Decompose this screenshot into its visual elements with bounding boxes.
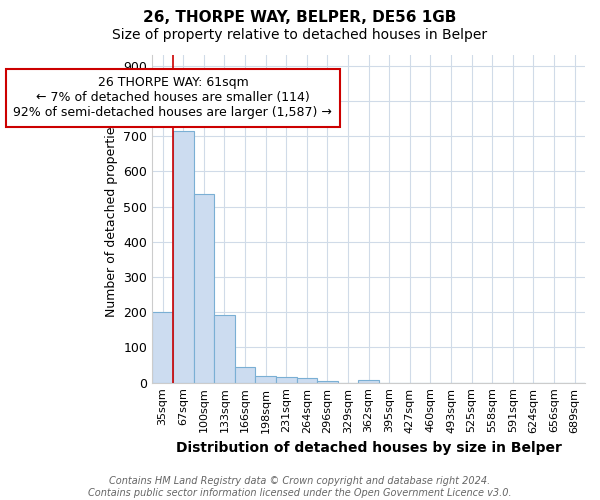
Bar xyxy=(317,381,338,382)
Bar xyxy=(256,376,276,382)
Text: Size of property relative to detached houses in Belper: Size of property relative to detached ho… xyxy=(112,28,488,42)
Bar xyxy=(214,315,235,382)
Bar xyxy=(358,380,379,382)
Bar xyxy=(276,378,296,382)
Text: 26, THORPE WAY, BELPER, DE56 1GB: 26, THORPE WAY, BELPER, DE56 1GB xyxy=(143,10,457,25)
X-axis label: Distribution of detached houses by size in Belper: Distribution of detached houses by size … xyxy=(176,441,562,455)
Bar xyxy=(296,378,317,382)
Text: Contains HM Land Registry data © Crown copyright and database right 2024.
Contai: Contains HM Land Registry data © Crown c… xyxy=(88,476,512,498)
Bar xyxy=(173,131,194,382)
Bar xyxy=(152,312,173,382)
Y-axis label: Number of detached properties: Number of detached properties xyxy=(105,120,118,318)
Bar xyxy=(235,367,256,382)
Text: 26 THORPE WAY: 61sqm
← 7% of detached houses are smaller (114)
92% of semi-detac: 26 THORPE WAY: 61sqm ← 7% of detached ho… xyxy=(13,76,332,119)
Bar xyxy=(194,194,214,382)
